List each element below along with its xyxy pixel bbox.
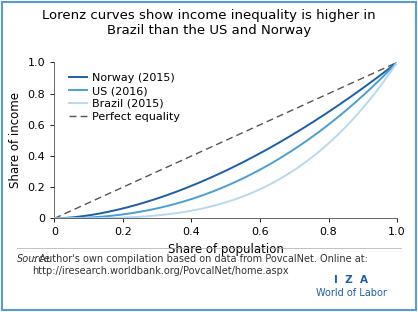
Text: Source: Source	[17, 254, 51, 264]
X-axis label: Share of population: Share of population	[168, 243, 284, 256]
Text: I  Z  A: I Z A	[334, 275, 368, 285]
Legend: Norway (2015), US (2016), Brazil (2015), Perfect equality: Norway (2015), US (2016), Brazil (2015),…	[67, 71, 183, 124]
Text: Lorenz curves show income inequality is higher in
Brazil than the US and Norway: Lorenz curves show income inequality is …	[42, 9, 376, 37]
Text: : Author's own compilation based on data from PovcalNet. Online at:
http://irese: : Author's own compilation based on data…	[33, 254, 367, 276]
Y-axis label: Share of income: Share of income	[9, 92, 22, 188]
Text: World of Labor: World of Labor	[316, 288, 387, 298]
